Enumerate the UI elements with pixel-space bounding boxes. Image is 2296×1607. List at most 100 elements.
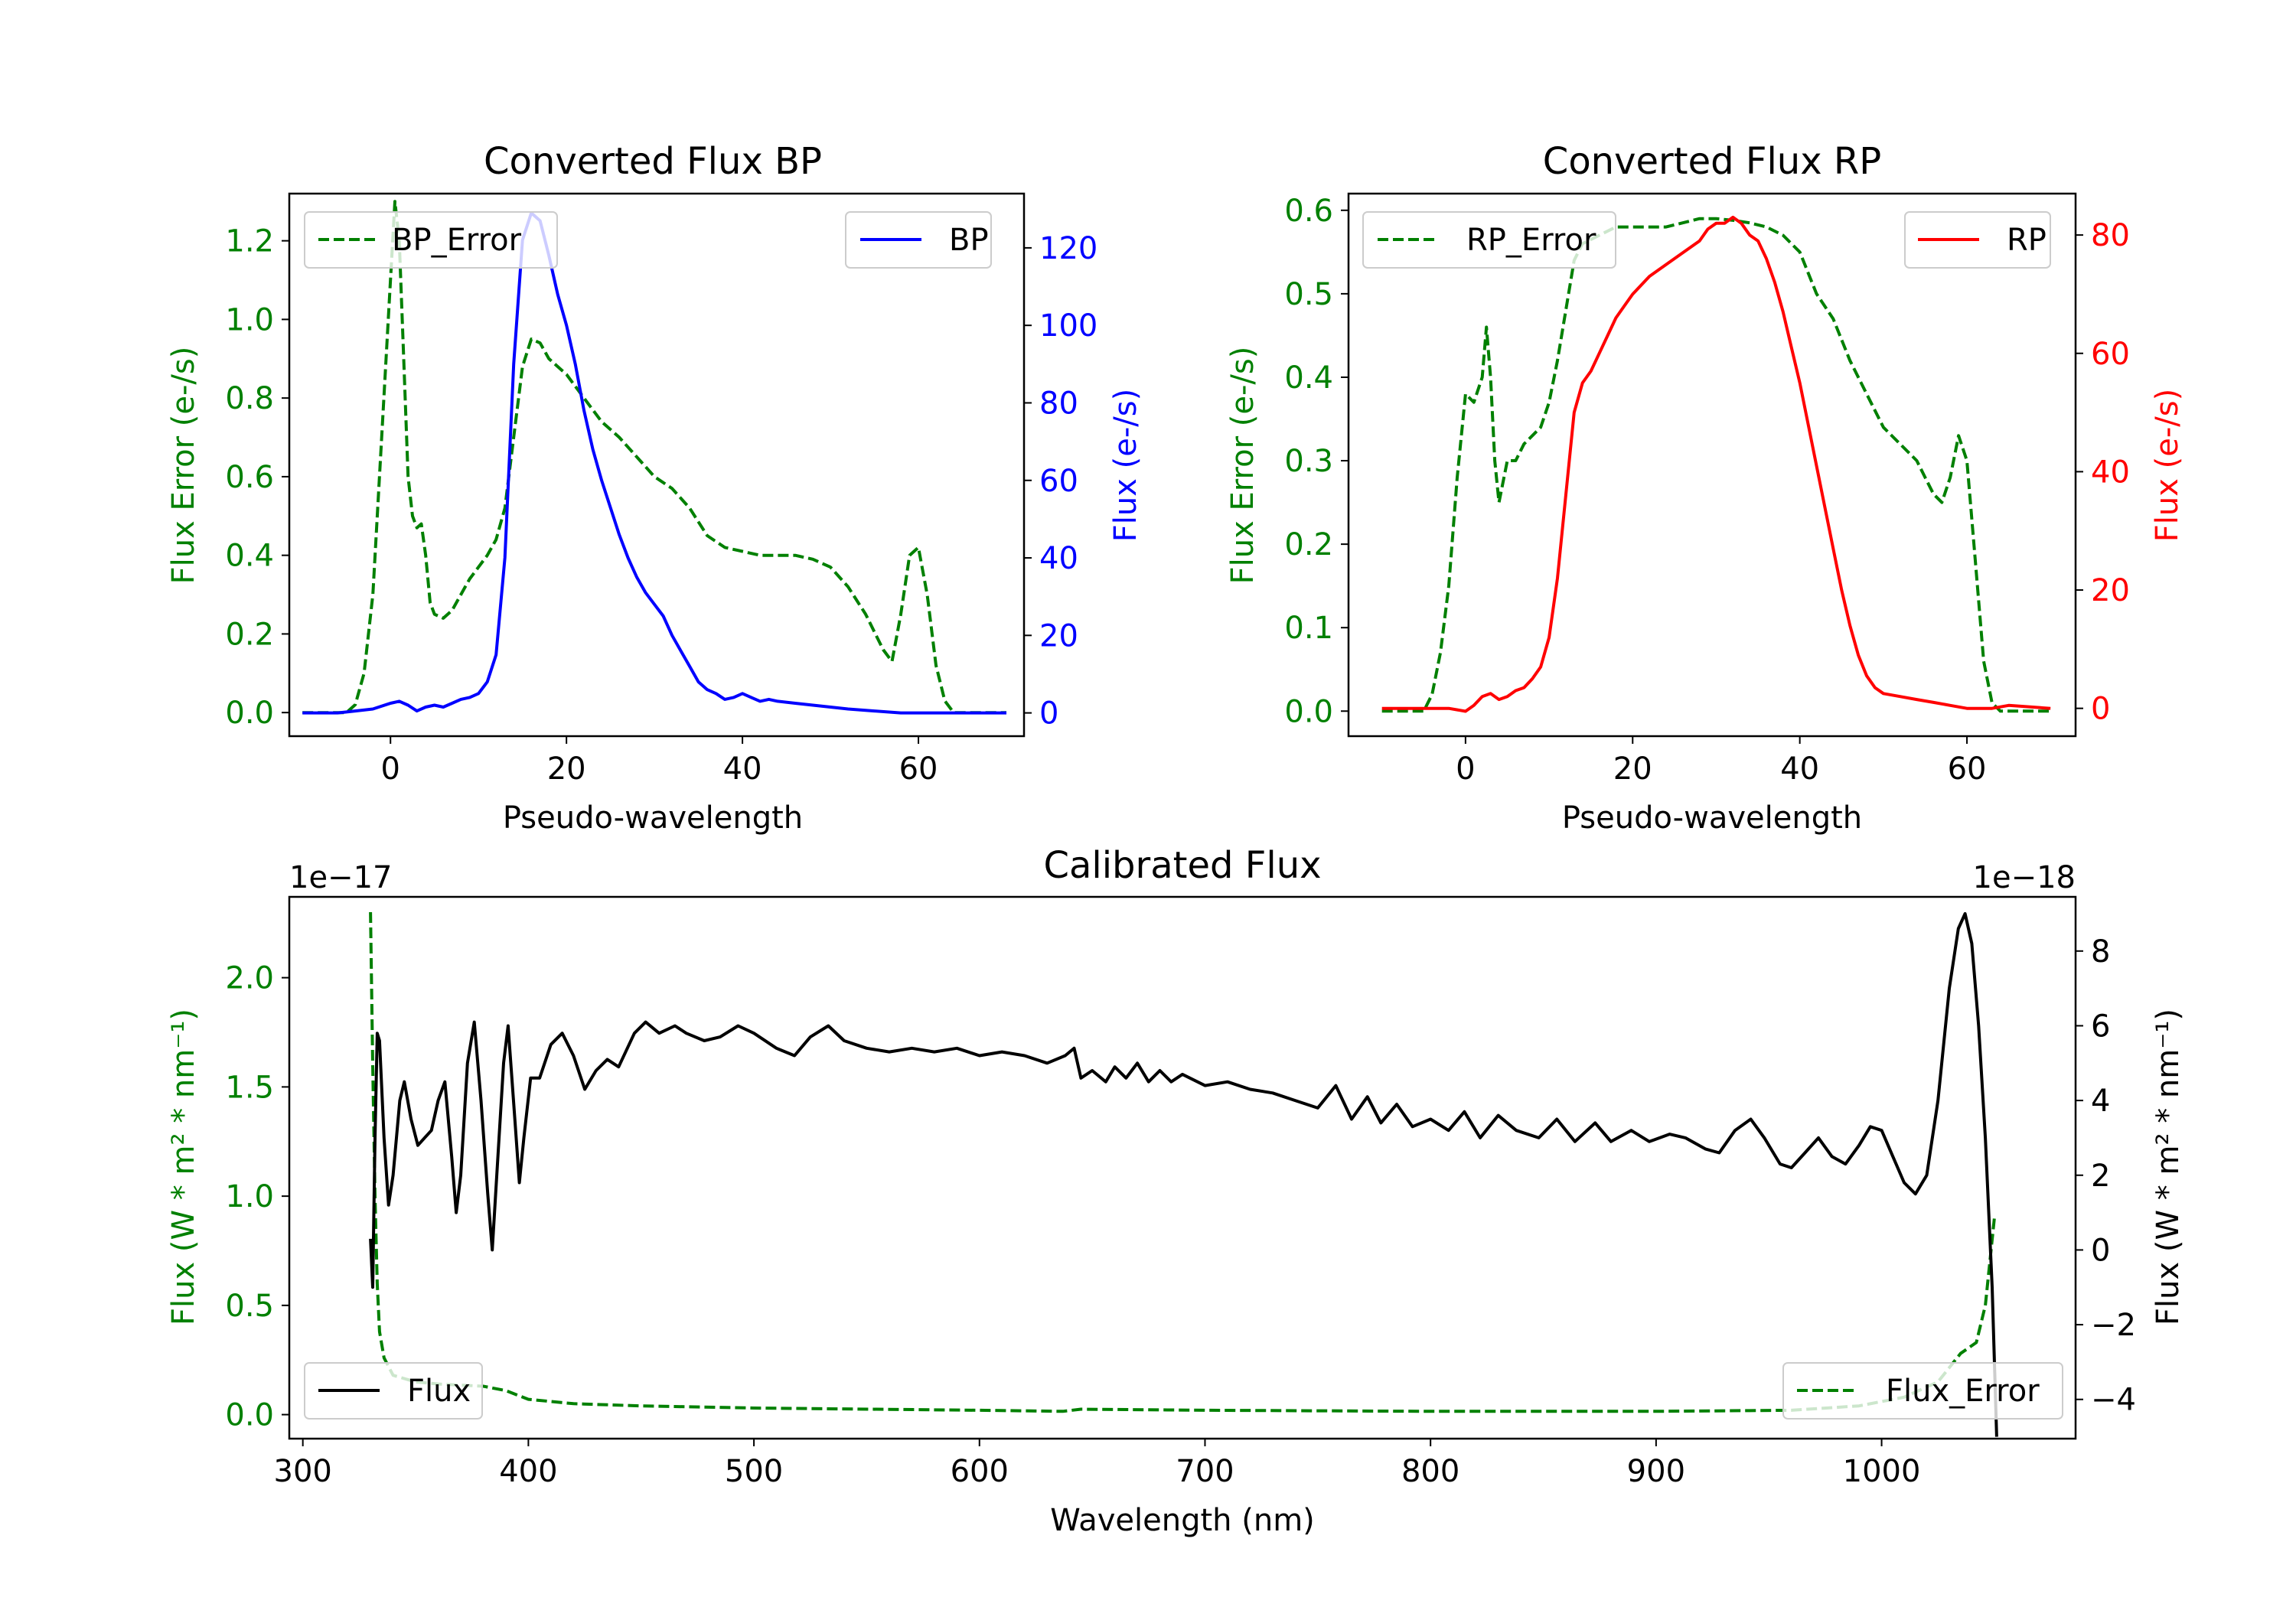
bp-right-tick: 80 [1039,386,1078,421]
calibrated-left-tick: 0.5 [225,1289,274,1324]
calibrated-x-tick: 900 [1627,1454,1685,1489]
bp-left-tick: 0.0 [225,696,274,731]
rp-right-tick: 20 [2091,573,2130,608]
rp-legend-flux-label: RP [2007,223,2047,258]
calibrated-x-ticks: 300 400 500 600 700 800 900 1000 [274,1454,1921,1489]
calibrated-right-tick: 0 [2091,1233,2110,1268]
rp-left-tick: 0.6 [1284,194,1333,229]
bp-right-y-label: Flux (e-/s) [1108,389,1143,542]
calibrated-offset-left: 1e−17 [289,860,392,895]
calibrated-right-tick: −2 [2091,1308,2136,1343]
bp-right-tick: 20 [1039,618,1078,654]
calibrated-legend-error-label: Flux_Error [1886,1374,2040,1409]
bp-legend-flux-label: BP [949,223,989,258]
bp-lines [282,192,1032,744]
bp-x-tick: 0 [380,751,400,787]
calibrated-left-ticks: 0.0 0.5 1.0 1.5 2.0 [225,961,274,1433]
bp-x-tick: 20 [547,751,586,787]
rp-left-tick: 0.4 [1284,360,1333,396]
rp-left-ticks: 0.0 0.1 0.2 0.3 0.4 0.5 0.6 [1284,194,1333,729]
rp-error-line [1381,217,2051,713]
rp-right-tick: 80 [2091,218,2130,253]
calibrated-legend-error: Flux_Error [1782,1362,2063,1420]
calibrated-legend-flux-box [304,1362,483,1420]
calibrated-legend-flux: Flux [304,1362,483,1420]
bp-x-tick: 60 [899,751,938,787]
rp-right-tick: 0 [2091,692,2110,727]
bp-right-tick: 100 [1039,308,1097,344]
bp-left-tick: 1.2 [225,224,274,259]
calibrated-x-tick: 700 [1176,1454,1234,1489]
calibrated-x-tick: 1000 [1843,1454,1921,1489]
bp-left-ticks: 0.0 0.2 0.4 0.6 0.8 1.0 1.2 [225,224,274,732]
bp-x-label: Pseudo-wavelength [503,800,803,836]
bp-left-tick: 0.8 [225,381,274,416]
bp-right-tick: 0 [1039,696,1058,732]
calibrated-panel: 300 400 500 600 700 800 900 1000 0.0 0.5… [166,844,2186,1538]
calibrated-x-tick: 300 [274,1454,332,1489]
bp-left-tick: 0.4 [225,539,274,574]
rp-right-tick: 40 [2091,455,2130,490]
bp-legend-error-box [304,211,558,269]
calibrated-left-tick: 2.0 [225,961,274,996]
rp-legend-error-label: RP_Error [1466,223,1596,258]
bp-panel: 0 20 40 60 0.0 0.2 0.4 0.6 0.8 1.0 1.2 0… [166,140,1143,836]
calibrated-x-tick: 400 [499,1454,557,1489]
bp-legend-error: BP_Error [304,211,558,269]
bp-x-tick: 40 [723,751,762,787]
rp-flux-line [1381,215,2051,713]
rp-left-tick: 0.2 [1284,527,1333,562]
rp-x-tick: 0 [1456,751,1475,787]
calibrated-error-line [369,911,1996,1413]
rp-axes-frame [1347,192,2077,738]
rp-left-tick: 0.0 [1284,694,1333,729]
calibrated-right-ticks: −4 −2 0 2 4 6 8 [2091,934,2136,1418]
calibrated-axes-frame [288,895,2077,1440]
rp-legend-error-box [1362,211,1616,269]
bp-axes-frame [288,192,1026,738]
calibrated-legend-error-box [1782,1362,2063,1420]
bp-left-y-label: Flux Error (e-/s) [166,347,201,585]
rp-x-tick: 60 [1948,751,1987,787]
calibrated-right-tick: 2 [2091,1159,2110,1194]
calibrated-right-tick: −4 [2091,1383,2136,1418]
calibrated-offset-right: 1e−18 [1973,860,2076,895]
rp-left-tick: 0.1 [1284,611,1333,646]
calibrated-x-tick: 600 [951,1454,1009,1489]
rp-left-y-label: Flux Error (e-/s) [1225,347,1261,585]
calibrated-right-y-label: Flux (W * m² * nm⁻¹) [2151,1009,2186,1325]
calibrated-left-tick: 1.0 [225,1179,274,1214]
bp-left-tick: 0.2 [225,617,274,652]
calibrated-x-label: Wavelength (nm) [1050,1503,1315,1538]
calibrated-right-tick: 4 [2091,1084,2110,1119]
calibrated-right-tick: 6 [2091,1009,2110,1044]
rp-right-y-label: Flux (e-/s) [2150,389,2185,542]
rp-panel: 0 20 40 60 0.0 0.1 0.2 0.3 0.4 0.5 0.6 0… [1225,140,2185,836]
bp-right-tick: 60 [1039,464,1078,499]
bp-left-tick: 0.6 [225,460,274,495]
bp-flux-line [302,211,1006,715]
bp-x-ticks: 0 20 40 60 [380,751,938,787]
bp-left-tick: 1.0 [225,302,274,337]
rp-lines [1341,192,2083,744]
bp-legend-flux: BP [845,211,992,269]
rp-x-label: Pseudo-wavelength [1562,800,1862,836]
bp-right-tick: 40 [1039,541,1078,576]
bp-right-ticks: 0 20 40 60 80 100 120 [1039,231,1097,732]
rp-left-tick: 0.3 [1284,444,1333,479]
rp-left-tick: 0.5 [1284,277,1333,312]
rp-x-ticks: 0 20 40 60 [1456,751,1986,787]
bp-legend-error-label: BP_Error [392,223,522,258]
rp-legend-flux: RP [1904,211,2051,269]
rp-legend-error: RP_Error [1362,211,1616,269]
calibrated-right-tick: 8 [2091,934,2110,970]
rp-x-tick: 40 [1780,751,1819,787]
bp-right-tick: 120 [1039,231,1097,266]
rp-title: Converted Flux RP [1543,140,1881,183]
calibrated-title: Calibrated Flux [1043,844,1321,887]
bp-error-line [302,200,1006,715]
rp-right-ticks: 0 20 40 60 80 [2091,218,2130,727]
rp-right-tick: 60 [2091,337,2130,372]
calibrated-x-tick: 800 [1401,1454,1459,1489]
